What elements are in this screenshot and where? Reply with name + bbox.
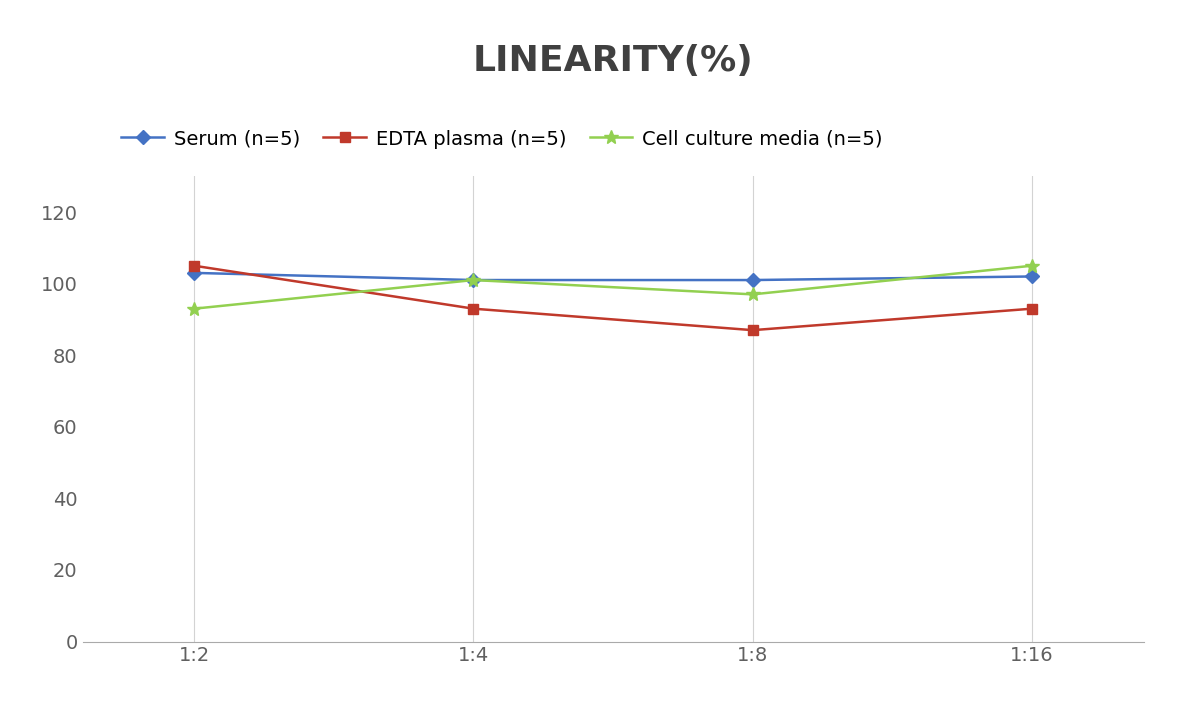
Text: LINEARITY(%): LINEARITY(%): [473, 44, 753, 78]
Cell culture media (n=5): [187, 305, 202, 313]
Serum (n=5): [1025, 272, 1039, 281]
EDTA plasma (n=5): [467, 305, 481, 313]
EDTA plasma (n=5): [1025, 305, 1039, 313]
EDTA plasma (n=5): [745, 326, 759, 334]
Cell culture media (n=5): [745, 290, 759, 299]
Serum (n=5): [745, 276, 759, 284]
EDTA plasma (n=5): [187, 262, 202, 270]
Line: Cell culture media (n=5): Cell culture media (n=5): [187, 259, 1039, 316]
Serum (n=5): [187, 269, 202, 277]
Line: Serum (n=5): Serum (n=5): [190, 268, 1036, 285]
Cell culture media (n=5): [1025, 262, 1039, 270]
Line: EDTA plasma (n=5): EDTA plasma (n=5): [190, 261, 1036, 335]
Cell culture media (n=5): [467, 276, 481, 284]
Serum (n=5): [467, 276, 481, 284]
Legend: Serum (n=5), EDTA plasma (n=5), Cell culture media (n=5): Serum (n=5), EDTA plasma (n=5), Cell cul…: [113, 121, 890, 157]
